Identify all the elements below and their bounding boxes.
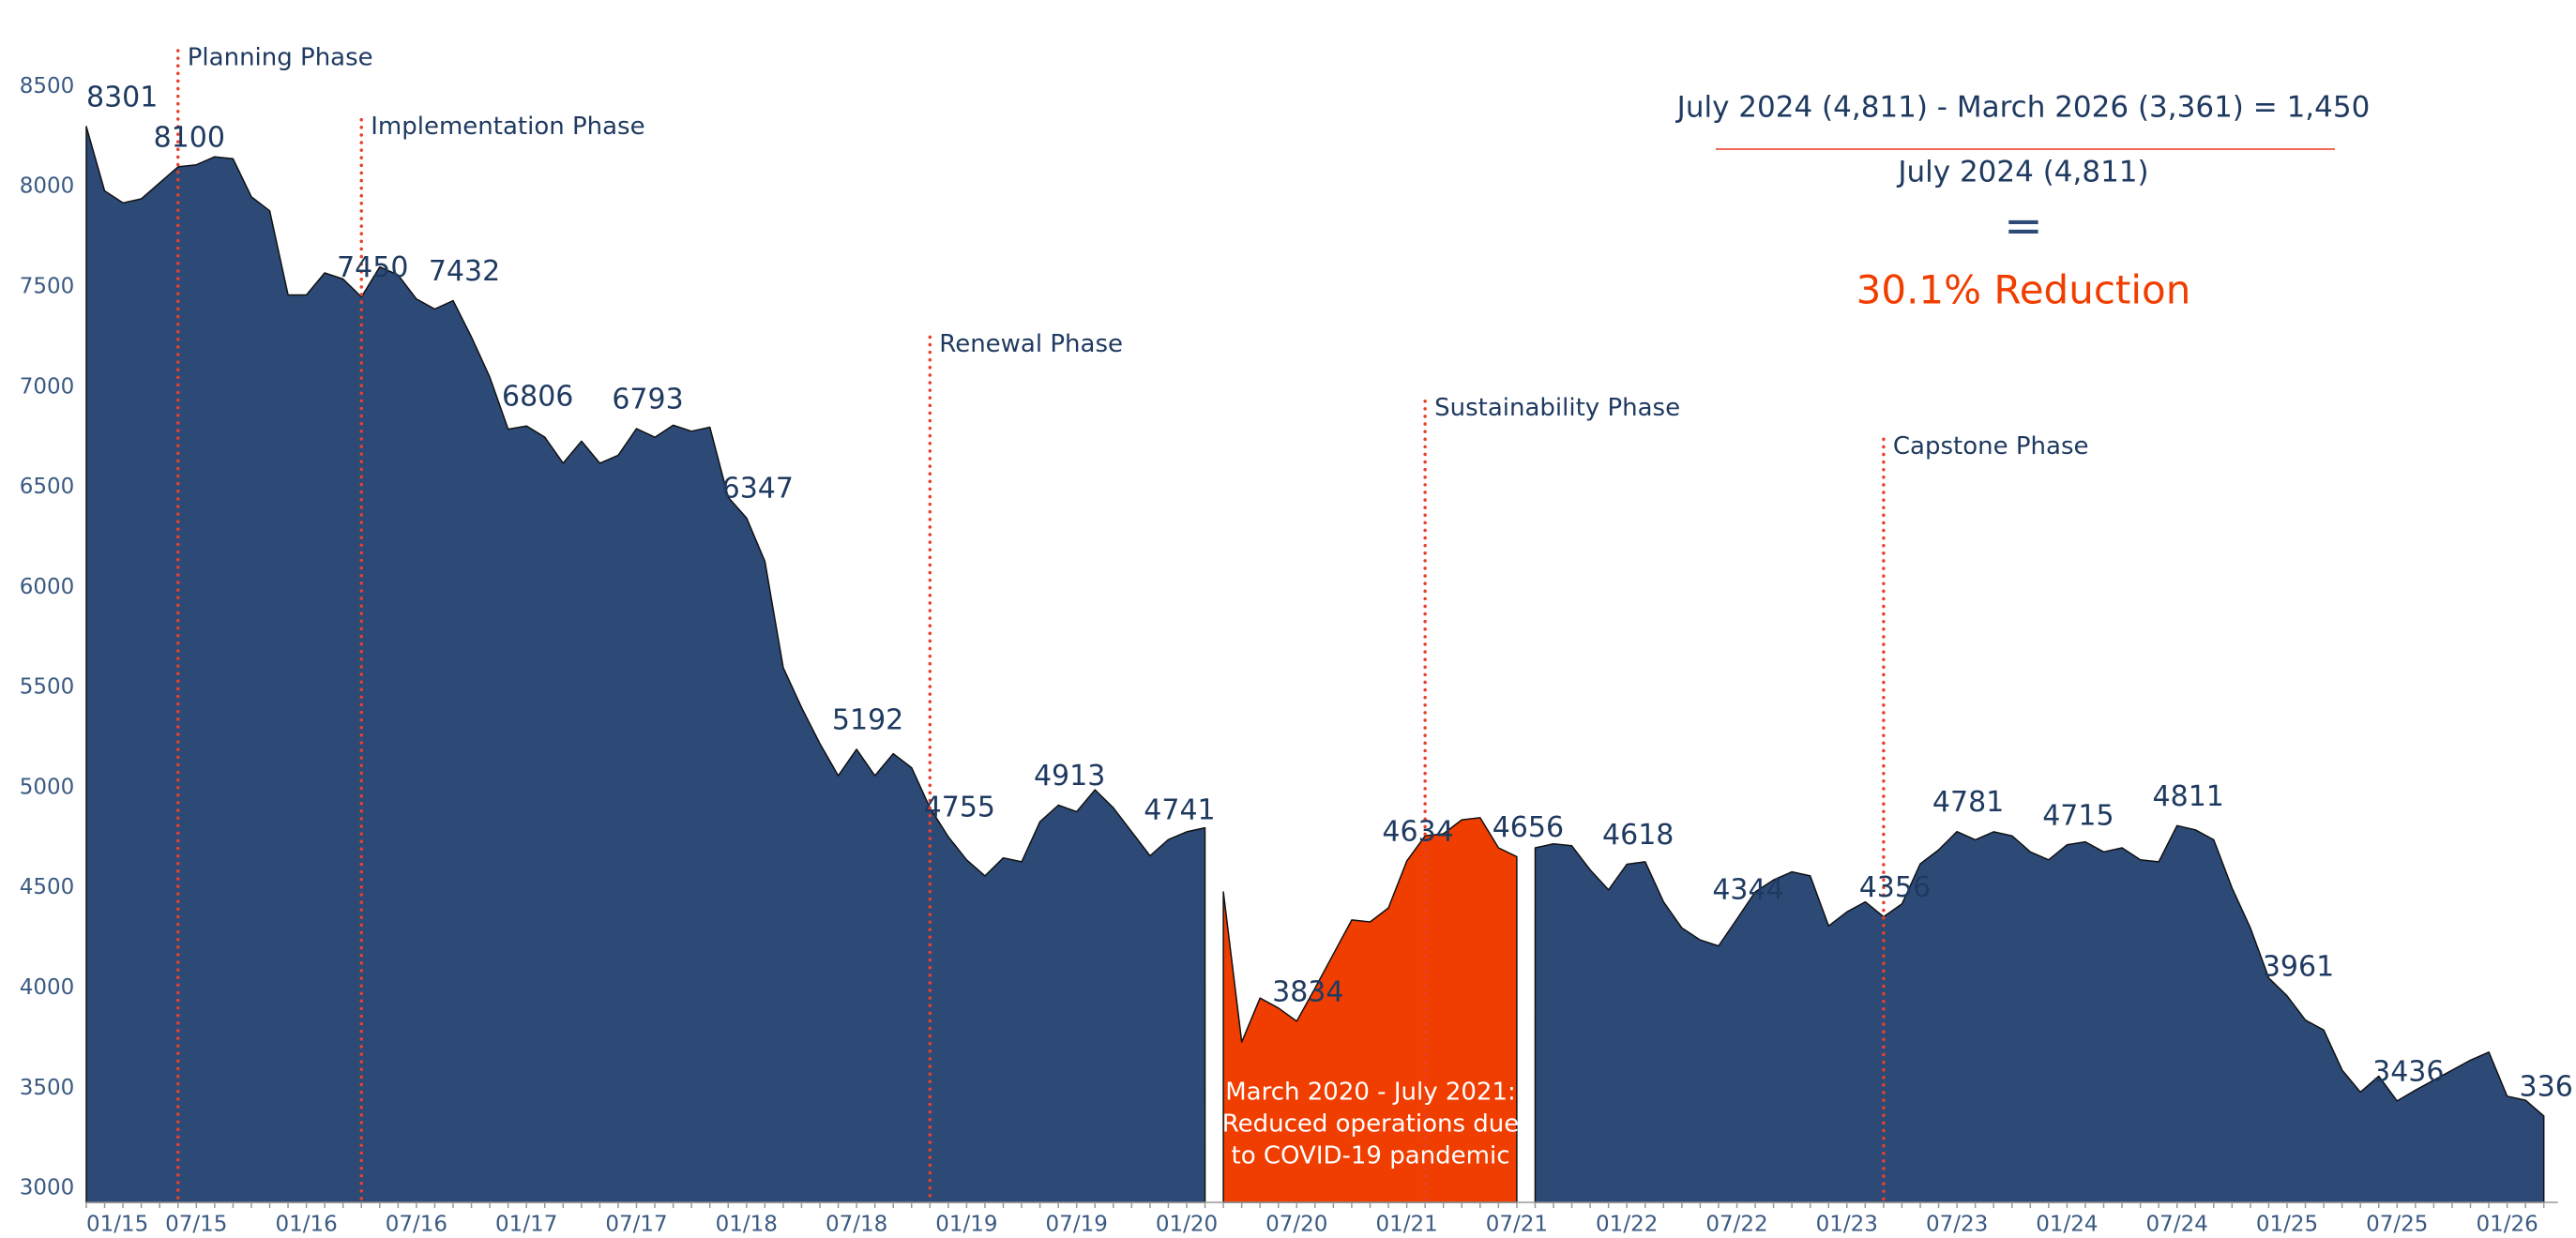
value-label: 4634: [1382, 816, 1453, 849]
y-tick-label: 7500: [20, 274, 75, 298]
value-label: 7432: [429, 255, 500, 288]
y-tick-label: 6500: [20, 475, 75, 499]
area: [1222, 817, 1518, 1203]
x-tick-label: 01/23: [1816, 1213, 1878, 1237]
x-tick-label: 07/25: [2366, 1213, 2428, 1237]
note: Reduced operations due: [1222, 1110, 1520, 1139]
value-label: 6347: [722, 473, 794, 506]
area: [85, 126, 1206, 1203]
x-tick-label: 07/22: [1705, 1213, 1767, 1237]
value-label: 3834: [1272, 975, 1343, 1008]
x-tick-label: 07/19: [1046, 1213, 1108, 1237]
formula-result: 30.1% Reduction: [1856, 267, 2191, 313]
x-tick-label: 07/16: [386, 1213, 447, 1237]
value-label: 4913: [1034, 760, 1105, 793]
formula-numerator: July 2024 (4,811) - March 2026 (3,361) =…: [1675, 91, 2371, 125]
x-tick-label: 07/21: [1486, 1213, 1548, 1237]
phase-label: Renewal Phase: [939, 330, 1123, 358]
y-tick-label: 6000: [20, 575, 75, 599]
formula-denominator: July 2024 (4,811): [1896, 156, 2148, 189]
x-tick-label: 01/24: [2036, 1213, 2098, 1237]
x-tick-label: 07/24: [2146, 1213, 2208, 1237]
value-label: 4741: [1144, 794, 1215, 827]
x-tick-label: 07/15: [165, 1213, 227, 1237]
y-tick-label: 8000: [20, 174, 75, 199]
x-tick-label: 01/19: [935, 1213, 997, 1237]
phase-label: Planning Phase: [188, 43, 373, 71]
formula-equals: =: [2004, 199, 2043, 253]
x-tick-label: 07/20: [1265, 1213, 1327, 1237]
x-tick-label: 01/22: [1596, 1213, 1658, 1237]
value-label: 3961: [2263, 950, 2334, 983]
note: to COVID-19 pandemic: [1232, 1142, 1510, 1170]
value-label: 4656: [1493, 811, 1564, 844]
note: March 2020 - July 2021:: [1225, 1079, 1516, 1107]
phase-label: Capstone Phase: [1893, 432, 2089, 460]
x-tick-label: 01/18: [716, 1213, 778, 1237]
value-label: 4715: [2042, 799, 2114, 832]
value-label: 4356: [1859, 871, 1931, 904]
x-tick-label: 01/17: [495, 1213, 557, 1237]
value-label: 4618: [1602, 819, 1674, 852]
area: [1534, 824, 2545, 1203]
y-tick-label: 5000: [20, 775, 75, 799]
x-tick-label: 01/16: [275, 1213, 337, 1237]
value-label: 3361: [2520, 1070, 2576, 1103]
value-label: 6793: [612, 383, 683, 415]
x-tick-label: 01/25: [2256, 1213, 2318, 1237]
x-tick-label: 01/21: [1375, 1213, 1437, 1237]
x-tick-label: 07/23: [1926, 1213, 1988, 1237]
value-label: 4344: [1712, 874, 1783, 907]
y-tick-label: 4000: [20, 975, 75, 1000]
value-label: 8301: [86, 81, 158, 113]
value-label: 4781: [1932, 786, 2004, 819]
value-label: 3436: [2372, 1055, 2444, 1088]
x-tick-label: 07/18: [826, 1213, 887, 1237]
value-label: 7450: [337, 251, 408, 284]
x-tick-label: 01/20: [1156, 1213, 1218, 1237]
x-tick-label: 01/15: [86, 1213, 148, 1237]
y-tick-label: 5500: [20, 675, 75, 700]
phase-label: Sustainability Phase: [1434, 394, 1680, 422]
y-tick-label: 3500: [20, 1076, 75, 1100]
x-tick-label: 07/17: [605, 1213, 667, 1237]
y-tick-label: 8500: [20, 74, 75, 98]
phase-label: Implementation Phase: [371, 113, 644, 141]
y-tick-label: 3000: [20, 1176, 75, 1200]
y-tick-label: 7000: [20, 374, 75, 399]
y-tick-label: 4500: [20, 875, 75, 899]
value-label: 8100: [154, 121, 225, 154]
value-label: 4811: [2153, 780, 2224, 813]
value-label: 5192: [832, 703, 903, 736]
value-label: 6806: [502, 381, 573, 414]
x-tick-label: 01/26: [2476, 1213, 2538, 1237]
value-label: 4755: [924, 792, 995, 824]
